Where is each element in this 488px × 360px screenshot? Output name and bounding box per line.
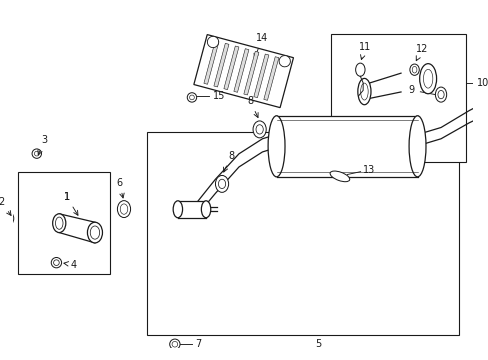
Ellipse shape bbox=[90, 226, 100, 239]
Text: 10: 10 bbox=[476, 77, 488, 87]
Ellipse shape bbox=[478, 91, 483, 98]
Text: 8: 8 bbox=[223, 151, 234, 172]
Bar bbox=[276, 116, 417, 177]
Ellipse shape bbox=[218, 179, 225, 189]
Ellipse shape bbox=[207, 36, 218, 48]
Polygon shape bbox=[264, 57, 278, 100]
Polygon shape bbox=[233, 49, 248, 92]
Ellipse shape bbox=[437, 90, 443, 99]
Polygon shape bbox=[244, 51, 258, 95]
Ellipse shape bbox=[34, 151, 39, 156]
Ellipse shape bbox=[279, 55, 290, 67]
Text: 12: 12 bbox=[415, 44, 427, 61]
Ellipse shape bbox=[434, 87, 446, 102]
Text: 2: 2 bbox=[0, 197, 11, 215]
Ellipse shape bbox=[329, 171, 349, 182]
Ellipse shape bbox=[87, 222, 102, 243]
Polygon shape bbox=[213, 43, 228, 87]
Ellipse shape bbox=[419, 64, 436, 94]
Text: 1: 1 bbox=[63, 192, 78, 215]
Bar bbox=[330, 34, 465, 162]
Text: 9: 9 bbox=[407, 85, 413, 95]
Text: 14: 14 bbox=[254, 33, 268, 58]
Ellipse shape bbox=[253, 121, 265, 138]
Ellipse shape bbox=[55, 217, 63, 229]
Bar bbox=[178, 201, 205, 218]
Text: 6: 6 bbox=[116, 178, 124, 198]
Bar bbox=[146, 132, 458, 335]
Ellipse shape bbox=[256, 125, 263, 134]
Text: 7: 7 bbox=[195, 339, 202, 349]
Ellipse shape bbox=[6, 215, 11, 222]
Text: 8: 8 bbox=[246, 96, 258, 117]
Ellipse shape bbox=[408, 116, 425, 177]
Ellipse shape bbox=[120, 204, 127, 214]
Polygon shape bbox=[224, 46, 239, 90]
Ellipse shape bbox=[54, 260, 59, 265]
Polygon shape bbox=[203, 41, 219, 84]
Ellipse shape bbox=[173, 201, 182, 218]
Ellipse shape bbox=[201, 201, 210, 218]
Ellipse shape bbox=[411, 66, 416, 73]
Ellipse shape bbox=[189, 95, 194, 100]
Polygon shape bbox=[253, 54, 268, 98]
Ellipse shape bbox=[172, 341, 177, 347]
Polygon shape bbox=[193, 35, 293, 108]
Ellipse shape bbox=[409, 64, 418, 75]
Bar bbox=[18, 172, 110, 274]
Ellipse shape bbox=[117, 201, 130, 217]
Ellipse shape bbox=[476, 89, 485, 101]
Ellipse shape bbox=[355, 63, 365, 76]
Text: 11: 11 bbox=[358, 42, 370, 59]
Ellipse shape bbox=[53, 214, 66, 233]
Ellipse shape bbox=[3, 212, 14, 225]
Text: 3: 3 bbox=[38, 135, 47, 155]
Text: 15: 15 bbox=[212, 91, 224, 100]
Ellipse shape bbox=[360, 83, 367, 100]
Ellipse shape bbox=[187, 93, 196, 102]
Ellipse shape bbox=[423, 69, 432, 88]
Ellipse shape bbox=[267, 116, 285, 177]
Ellipse shape bbox=[215, 175, 228, 192]
Ellipse shape bbox=[32, 149, 41, 158]
Ellipse shape bbox=[487, 99, 488, 112]
Ellipse shape bbox=[357, 78, 370, 105]
Text: 13: 13 bbox=[363, 165, 375, 175]
Text: 5: 5 bbox=[315, 339, 321, 349]
Ellipse shape bbox=[169, 339, 180, 350]
Text: 4: 4 bbox=[64, 260, 76, 270]
Ellipse shape bbox=[51, 257, 61, 268]
Text: 1: 1 bbox=[63, 192, 70, 202]
